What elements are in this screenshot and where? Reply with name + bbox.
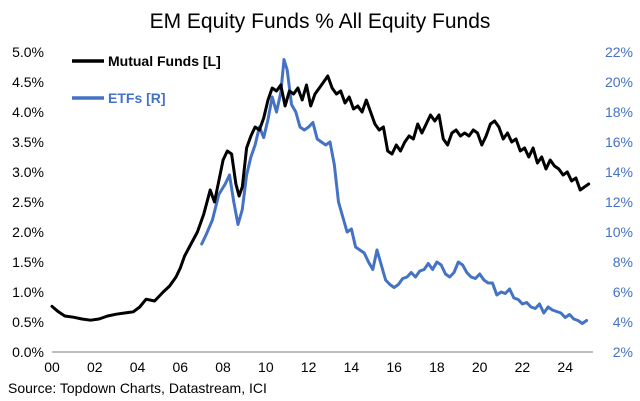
legend-label-etfs: ETFs [R] <box>108 90 166 106</box>
y-left-tick-label: 1.0% <box>12 284 44 300</box>
y-right-tick-label: 6% <box>613 284 633 300</box>
y-left-tick-label: 0.5% <box>12 314 44 330</box>
y-left-tick-label: 5.0% <box>12 44 44 60</box>
y-left-tick-label: 1.5% <box>12 254 44 270</box>
series-group <box>50 58 591 325</box>
y-right-tick-label: 22% <box>605 44 633 60</box>
x-tick-label: 18 <box>429 359 445 375</box>
left-axis-ticks: 0.0% 0.5% 1.0% 1.5% 2.0% 2.5% 3.0% 3.5% 4.0% 4.5%… <box>12 44 44 360</box>
y-right-tick-label: 16% <box>605 134 633 150</box>
y-right-tick-label: 14% <box>605 164 633 180</box>
series-line-etfs <box>200 58 589 325</box>
x-axis-ticks: 00 02 04 06 08 10 12 14 16 18 20 22 24 <box>44 359 573 375</box>
chart-title: EM Equity Funds % All Equity Funds <box>150 10 491 33</box>
y-left-tick-label: 4.5% <box>12 74 44 90</box>
y-right-tick-label: 4% <box>613 314 633 330</box>
x-tick-label: 24 <box>557 359 573 375</box>
x-tick-label: 06 <box>173 359 189 375</box>
y-right-tick-label: 12% <box>605 194 633 210</box>
legend-label-mutual-funds: Mutual Funds [L] <box>108 53 221 69</box>
x-tick-label: 02 <box>87 359 103 375</box>
x-tick-label: 20 <box>472 359 488 375</box>
y-left-tick-label: 3.5% <box>12 134 44 150</box>
x-tick-label: 12 <box>301 359 317 375</box>
x-tick-label: 22 <box>515 359 531 375</box>
y-left-tick-label: 4.0% <box>12 104 44 120</box>
y-left-tick-label: 2.0% <box>12 224 44 240</box>
y-right-tick-label: 20% <box>605 74 633 90</box>
legend: Mutual Funds [L] ETFs [R] <box>72 53 221 106</box>
y-right-tick-label: 8% <box>613 254 633 270</box>
x-tick-label: 00 <box>44 359 60 375</box>
y-right-tick-label: 18% <box>605 104 633 120</box>
x-tick-label: 08 <box>215 359 231 375</box>
y-right-tick-label: 2% <box>613 344 633 360</box>
x-tick-label: 10 <box>258 359 274 375</box>
y-left-tick-label: 2.5% <box>12 194 44 210</box>
y-left-tick-label: 3.0% <box>12 164 44 180</box>
x-tick-label: 14 <box>344 359 360 375</box>
y-right-tick-label: 10% <box>605 224 633 240</box>
source-note: Source: Topdown Charts, Datastream, ICI <box>8 380 267 396</box>
x-tick-label: 16 <box>386 359 402 375</box>
x-tick-label: 04 <box>130 359 146 375</box>
series-line-mutual-funds <box>50 74 591 322</box>
right-axis-ticks: 2% 4% 6% 8% 10% 12% 14% 16% 18% 20% 22% <box>605 44 633 360</box>
y-left-tick-label: 0.0% <box>12 344 44 360</box>
